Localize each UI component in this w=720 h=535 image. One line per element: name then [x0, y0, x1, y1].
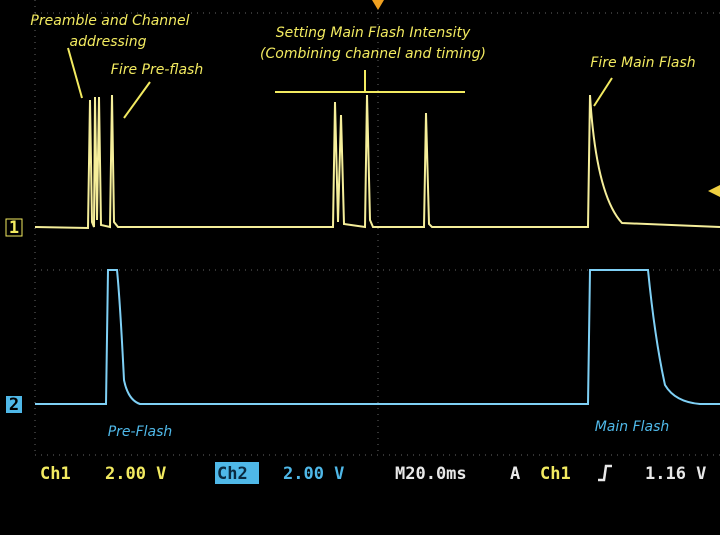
channel-2-trace [35, 269, 720, 405]
channel-1-label: 1 [9, 218, 19, 238]
ch1-scale: 2.00 V [105, 464, 166, 484]
channel-1-trace [34, 94, 720, 230]
trigger-position [372, 0, 384, 10]
ch2-scale: 2.00 V [283, 464, 344, 484]
annotation-lines [67, 47, 613, 119]
ch1-label: Ch1 [40, 464, 71, 484]
annotation: (Combining channel and timing) [260, 46, 486, 62]
ch2-label-box [215, 462, 259, 484]
status-bar: Ch1 2.00 V Ch2 2.00 V M20.0ms A Ch1 1.16… [40, 462, 706, 484]
trigger-slope-icon [598, 464, 612, 482]
annotation: addressing [70, 34, 147, 50]
annotation: Main Flash [595, 419, 670, 435]
timebase: M20.0ms [395, 464, 467, 484]
trigger-source: Ch1 [540, 464, 571, 484]
channel-2-marker [6, 396, 22, 413]
annotation: Fire Main Flash [590, 55, 695, 71]
annotation: Preamble and Channel [30, 13, 189, 29]
channel-2-label: 2 [9, 395, 19, 415]
annotation: Setting Main Flash Intensity [276, 25, 471, 41]
ch2-label: Ch2 [217, 464, 248, 484]
trigger-level [708, 185, 720, 197]
annotation: Pre-Flash [108, 424, 173, 440]
trigger-level-value: 1.16 V [645, 464, 706, 484]
annotation: Fire Pre-flash [111, 62, 203, 78]
trigger-mode: A [510, 464, 520, 484]
channel-1-marker [5, 218, 23, 237]
